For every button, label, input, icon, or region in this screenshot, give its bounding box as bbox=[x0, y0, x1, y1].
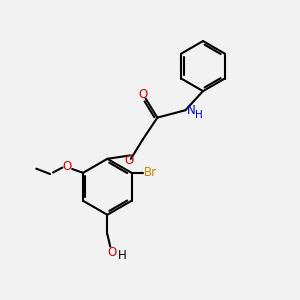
Text: O: O bbox=[139, 88, 148, 101]
Text: N: N bbox=[187, 104, 196, 117]
Text: H: H bbox=[195, 110, 203, 120]
Text: Br: Br bbox=[144, 166, 157, 179]
Text: H: H bbox=[118, 249, 126, 262]
Text: O: O bbox=[63, 160, 72, 173]
Text: O: O bbox=[107, 246, 116, 259]
Text: O: O bbox=[124, 154, 133, 167]
